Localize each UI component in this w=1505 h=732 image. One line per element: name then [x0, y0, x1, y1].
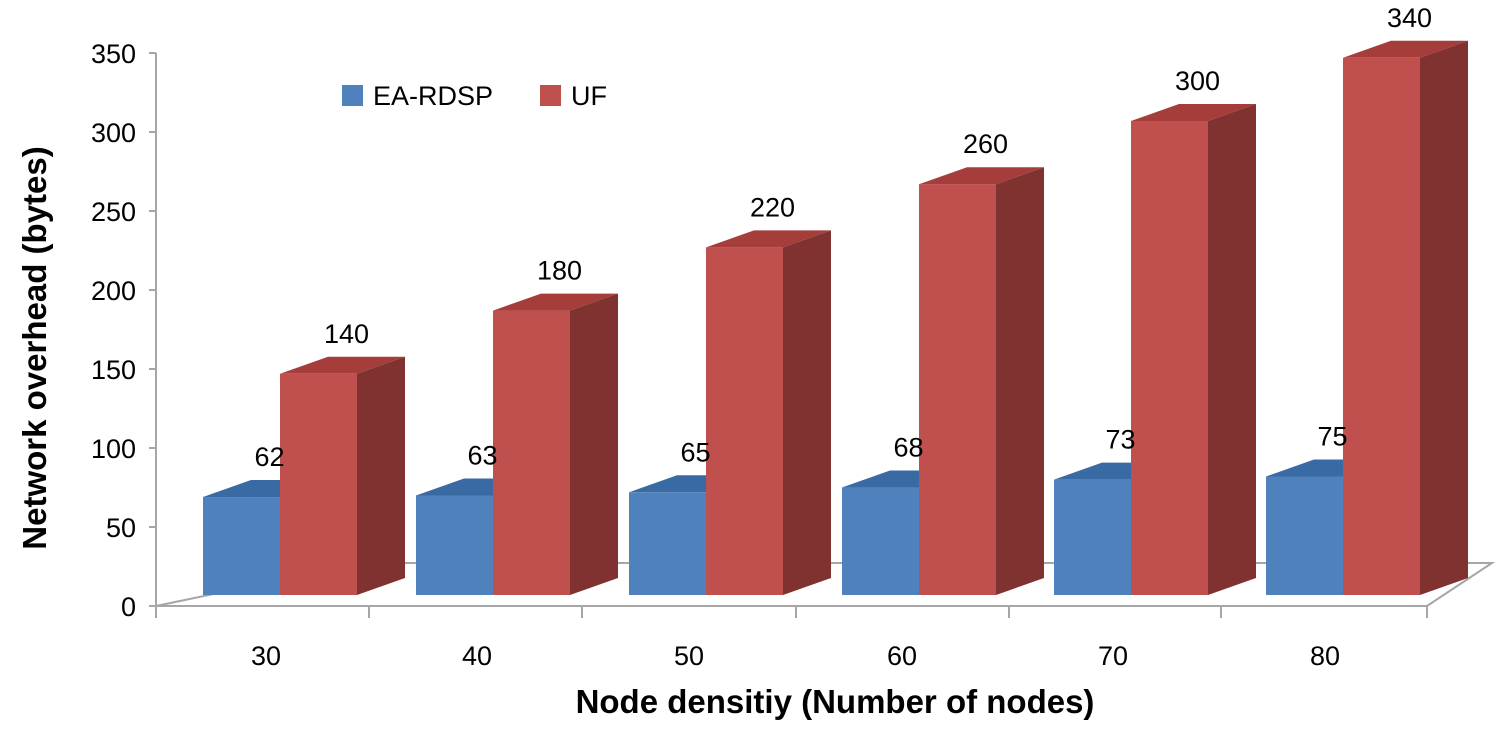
data-label: 340 [1387, 3, 1432, 33]
bar-top [1343, 40, 1468, 58]
y-tick-label: 100 [91, 434, 136, 464]
data-label: 68 [893, 433, 923, 463]
x-tick-label: 50 [674, 641, 704, 671]
bar-uf-60 [919, 167, 1044, 595]
x-tick-label: 40 [462, 641, 492, 671]
bar-front [493, 310, 570, 595]
bar-top [493, 293, 618, 311]
data-label: 220 [750, 192, 795, 222]
bar-front [1054, 479, 1131, 595]
bar-top [706, 230, 831, 248]
y-tick-label: 0 [121, 592, 136, 622]
bar-top [280, 356, 405, 374]
data-label: 140 [324, 319, 369, 349]
y-tick-label: 300 [91, 118, 136, 148]
bar-front [1343, 57, 1420, 596]
y-tick-label: 200 [91, 276, 136, 306]
bar-top [919, 167, 1044, 185]
bar-uf-80 [1343, 40, 1468, 596]
y-axis-title: Network overhead (bytes) [16, 146, 53, 549]
bar-uf-40 [493, 293, 618, 595]
data-label: 300 [1175, 66, 1220, 96]
data-label: 65 [680, 437, 710, 467]
bar-front [629, 492, 706, 595]
legend-label-uf: UF [571, 81, 607, 111]
legend-swatch-uf [540, 85, 561, 106]
x-tick-label: 60 [887, 641, 917, 671]
data-label: 75 [1317, 422, 1347, 452]
bar-front [842, 487, 919, 595]
x-axis-title: Node densitiy (Number of nodes) [576, 683, 1095, 720]
legend-label-ea-rdsp: EA-RDSP [373, 81, 493, 111]
x-tick-label: 70 [1098, 641, 1128, 671]
x-tick-label: 30 [251, 641, 281, 671]
bar-front [706, 247, 783, 595]
y-tick-label: 150 [91, 355, 136, 385]
bar-front [280, 373, 357, 595]
bar-side [783, 230, 831, 595]
legend: EA-RDSP UF [342, 81, 607, 111]
bar-top [1131, 104, 1256, 121]
data-label: 63 [467, 440, 497, 470]
bar-front [919, 184, 996, 595]
data-label: 73 [1105, 425, 1135, 455]
legend-swatch-ea-rdsp [342, 85, 363, 106]
data-label: 180 [537, 256, 582, 286]
bar-side [357, 356, 405, 595]
bar-uf-70 [1131, 104, 1256, 595]
bar-front [1131, 121, 1208, 595]
bar-uf-50 [706, 230, 831, 595]
y-tick-label: 350 [91, 39, 136, 69]
x-tick-label: 80 [1310, 641, 1340, 671]
bar-uf-30 [280, 356, 405, 595]
data-label: 62 [254, 442, 284, 472]
bar-side [1208, 104, 1256, 595]
bar-side [570, 293, 618, 595]
bar-front [416, 495, 493, 595]
y-tick-label: 250 [91, 197, 136, 227]
bar-side [996, 167, 1044, 595]
bar-side [1420, 40, 1468, 596]
bar-front [1266, 476, 1343, 595]
bar-front [203, 497, 280, 595]
data-label: 260 [963, 129, 1008, 159]
y-tick-label: 50 [106, 513, 136, 543]
